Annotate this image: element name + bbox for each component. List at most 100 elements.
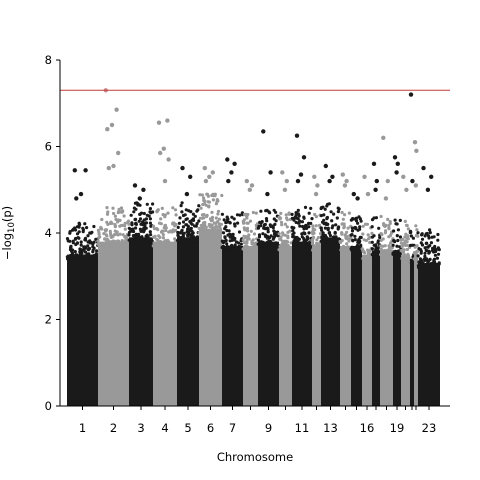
snp-point: [374, 247, 378, 252]
snp-point: [70, 228, 75, 232]
snp-point: [235, 213, 240, 217]
x-tick-label: 19: [390, 421, 405, 435]
snp-point: [134, 217, 138, 221]
snp-point: [436, 246, 440, 250]
snp-point: [311, 226, 315, 231]
snp-point: [108, 221, 113, 225]
snp-point: [106, 222, 110, 226]
snp-point: [286, 230, 290, 234]
snp-point: [382, 248, 387, 253]
snp-point: [263, 243, 267, 247]
snp-point: [137, 235, 141, 239]
snp-point: [386, 217, 390, 221]
snp-point: [298, 243, 302, 247]
top-hit-point: [180, 165, 185, 171]
snp-point: [220, 239, 224, 243]
snp-point: [285, 240, 289, 244]
snp-point: [193, 214, 197, 218]
chromosome-22-dense-body: [414, 254, 418, 406]
snp-point: [431, 246, 435, 250]
snp-point: [361, 224, 365, 228]
snp-point: [425, 248, 429, 253]
snp-point: [155, 209, 159, 213]
snp-point: [81, 226, 85, 230]
top-hit-point: [116, 150, 121, 156]
top-hit-point: [105, 127, 110, 132]
snp-point: [216, 199, 220, 203]
snp-point: [195, 222, 199, 226]
snp-point: [230, 248, 234, 252]
snp-point: [396, 253, 401, 257]
snp-point: [236, 221, 240, 225]
snp-point: [390, 246, 394, 250]
snp-point: [145, 202, 149, 206]
snp-point: [403, 219, 407, 223]
snp-point: [86, 254, 90, 258]
snp-point: [69, 244, 73, 248]
chromosome-5-points: [176, 165, 201, 406]
snp-point: [197, 226, 201, 230]
snp-point: [271, 242, 275, 246]
snp-point: [132, 229, 136, 234]
snp-point: [242, 218, 246, 222]
snp-point: [220, 212, 224, 216]
snp-point: [258, 242, 262, 246]
snp-point: [171, 222, 175, 226]
snp-point: [127, 233, 131, 237]
snp-point: [268, 211, 272, 215]
snp-point: [357, 215, 361, 219]
snp-point: [181, 220, 186, 224]
snp-point: [332, 212, 336, 216]
snp-point: [173, 243, 177, 247]
snp-point: [156, 238, 160, 242]
snp-point: [152, 235, 157, 239]
top-hit-point: [413, 183, 418, 188]
snp-point: [191, 212, 195, 216]
snp-point: [146, 235, 150, 239]
snp-point: [336, 210, 340, 214]
snp-point: [368, 235, 372, 239]
snp-point: [170, 244, 174, 248]
snp-point: [242, 241, 247, 245]
snp-point: [355, 243, 360, 248]
snp-point: [166, 211, 170, 215]
snp-point: [225, 218, 229, 222]
snp-point: [233, 243, 237, 247]
chromosome-6-dense-body: [199, 228, 222, 406]
snp-point: [426, 260, 430, 264]
snp-point: [404, 243, 408, 247]
snp-point: [121, 233, 125, 237]
snp-point: [193, 224, 197, 228]
snp-point: [327, 202, 331, 206]
snp-point: [307, 211, 311, 215]
snp-point: [423, 251, 427, 255]
snp-point: [398, 218, 402, 222]
snp-point: [111, 234, 115, 238]
snp-point: [266, 230, 270, 234]
chromosome-16-points: [360, 174, 374, 406]
snp-point: [321, 220, 325, 224]
chromosome-11-dense-body: [292, 241, 312, 406]
snp-point: [307, 231, 311, 235]
snp-point: [92, 224, 96, 229]
top-hit-point: [83, 168, 88, 173]
snp-point: [260, 244, 264, 248]
snp-point: [436, 252, 441, 256]
x-ticks: 1 2 3 4 5 6 7 9 11 13 16 19 23: [79, 406, 436, 435]
chromosome-17-points: [370, 161, 382, 406]
chromosome-4-dense-body: [153, 241, 177, 406]
snp-point: [65, 237, 70, 241]
snp-point: [310, 242, 314, 246]
snp-point: [184, 237, 188, 241]
snp-point: [354, 216, 358, 220]
top-hit-point: [161, 146, 166, 151]
snp-point: [361, 232, 365, 236]
snp-point: [164, 239, 168, 243]
chromosome-12-points: [310, 174, 323, 406]
snp-point: [88, 257, 92, 261]
snp-point: [373, 252, 378, 256]
snp-point: [399, 238, 403, 242]
snp-point: [151, 224, 156, 228]
snp-point: [265, 234, 269, 238]
chromosome-4-points: [151, 118, 179, 406]
